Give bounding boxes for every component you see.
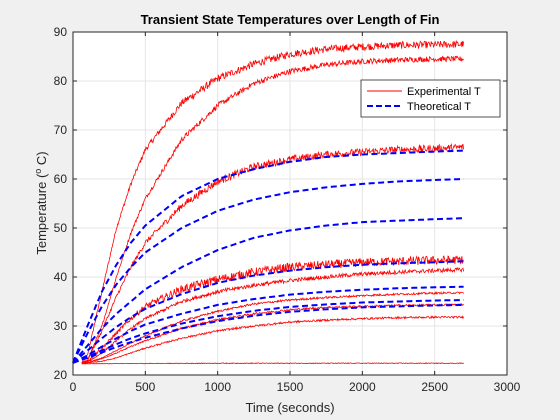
y-tick-label: 90 (54, 25, 68, 39)
theoretical-series-line (72, 260, 464, 364)
x-axis-label: Time (seconds) (245, 400, 334, 415)
series-layer (72, 39, 464, 365)
y-tick-label: 40 (54, 270, 68, 284)
x-tick-label: 1000 (204, 380, 231, 394)
legend: Experimental T Theoretical T (360, 79, 501, 118)
y-axis-label-superscript: o (33, 169, 43, 174)
chart-title: Transient State Temperatures over Length… (141, 12, 440, 27)
axis-ticks: 0 500 1000 1500 2000 2500 3000 20 30 40 50 60 70 80 90 (54, 25, 521, 394)
legend-label-theoretical: Theoretical T (407, 101, 471, 113)
y-axis-label: Temperature (o C) (33, 151, 49, 254)
experimental-series-line (81, 39, 464, 363)
theoretical-series-line (72, 299, 464, 364)
y-tick-label: 30 (54, 319, 68, 333)
y-tick-label: 50 (54, 221, 68, 235)
y-tick-label: 80 (54, 74, 68, 88)
theoretical-series-line (72, 217, 464, 364)
x-tick-label: 2000 (349, 380, 376, 394)
x-tick-label: 1500 (277, 380, 304, 394)
legend-box (360, 79, 501, 118)
x-tick-label: 3000 (494, 380, 521, 394)
x-tick-label: 0 (70, 380, 77, 394)
theoretical-series-line (72, 303, 464, 364)
y-tick-label: 60 (54, 172, 68, 186)
experimental-series-line (81, 315, 464, 364)
experimental-series-line (81, 266, 464, 364)
y-axis-label-main: Temperature ( (34, 173, 49, 255)
experimental-series-line (81, 55, 464, 363)
y-tick-label: 20 (54, 368, 68, 382)
experimental-series-line (81, 255, 464, 365)
y-axis-label-tail: C) (34, 151, 49, 168)
y-tick-label: 70 (54, 123, 68, 137)
x-tick-label: 2500 (421, 380, 448, 394)
x-tick-label: 500 (135, 380, 155, 394)
legend-label-experimental: Experimental T (407, 86, 481, 98)
theoretical-series-line (72, 178, 464, 364)
theoretical-series-line (72, 149, 464, 364)
experimental-series-line (81, 362, 464, 365)
experimental-series-line (81, 290, 464, 364)
experimental-series-line (81, 303, 464, 364)
